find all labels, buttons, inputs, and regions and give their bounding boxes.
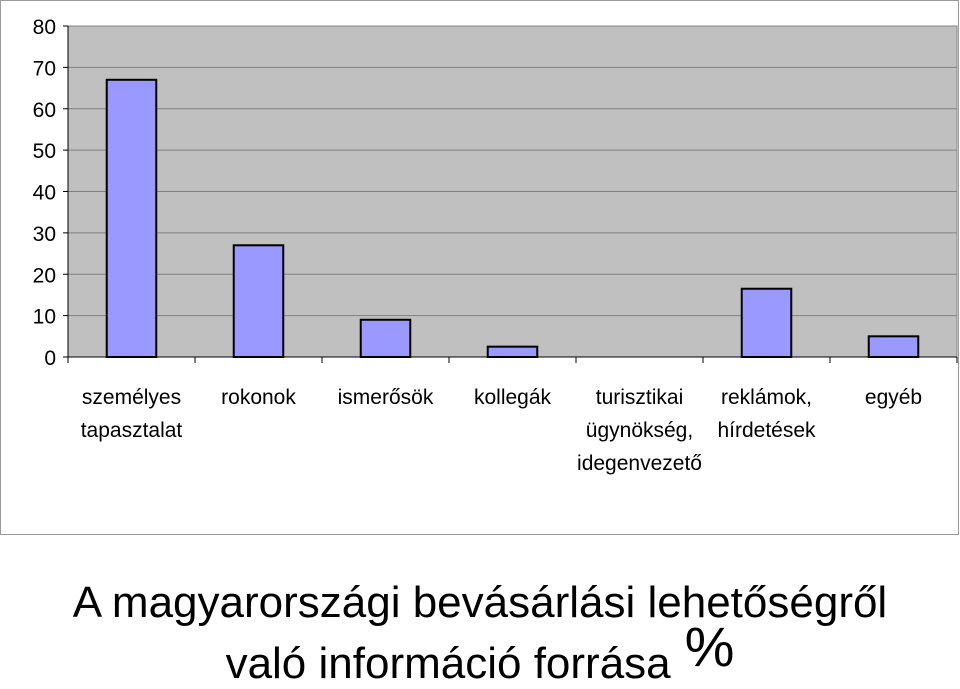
- title-unit: %: [684, 615, 735, 678]
- bar: [232, 244, 285, 359]
- bar: [486, 345, 539, 358]
- chart-area: 0 10 20 30 40 50 60 70 80 személyes tapasztalat rok…: [0, 0, 959, 535]
- chart-title-line-1: A magyarországi bevásárlási lehetőségről: [0, 578, 960, 628]
- x-category-label: egyéb: [865, 386, 922, 409]
- y-tick-label: 80: [33, 16, 56, 39]
- bar-chart: 0 10 20 30 40 50 60 70 80 személyes tapasztalat rok…: [0, 0, 959, 535]
- x-category-label: személyes: [82, 386, 181, 409]
- y-tick-label: 0: [44, 347, 56, 370]
- chart-title-line-2: való információ forrása%: [0, 619, 960, 689]
- x-category-label: turisztikai: [596, 386, 684, 409]
- bar: [359, 318, 412, 359]
- y-tick-label: 60: [33, 99, 56, 122]
- x-category-label: ügynökség,: [586, 419, 693, 442]
- x-category-label: kollegák: [474, 386, 552, 409]
- y-tick-label: 20: [33, 264, 56, 287]
- y-tick-label: 10: [33, 306, 56, 329]
- title-text-1: A magyarországi bevásárlási lehetőségről: [72, 578, 888, 627]
- bar: [105, 78, 158, 358]
- x-category-label: hírdetések: [717, 419, 816, 442]
- x-category-label: ismerősök: [338, 386, 434, 409]
- y-tick-label: 50: [33, 140, 56, 163]
- title-text-2: való információ forrása: [225, 639, 671, 688]
- bar: [740, 287, 793, 359]
- x-category-label: idegenvezető: [577, 452, 702, 475]
- bar: [867, 335, 920, 358]
- x-category-label: tapasztalat: [81, 419, 183, 442]
- y-tick-label: 70: [33, 57, 56, 80]
- x-category-label: rokonok: [221, 386, 296, 409]
- y-tick-label: 40: [33, 182, 56, 205]
- x-category-label: reklámok,: [721, 386, 812, 409]
- y-tick-label: 30: [33, 223, 56, 246]
